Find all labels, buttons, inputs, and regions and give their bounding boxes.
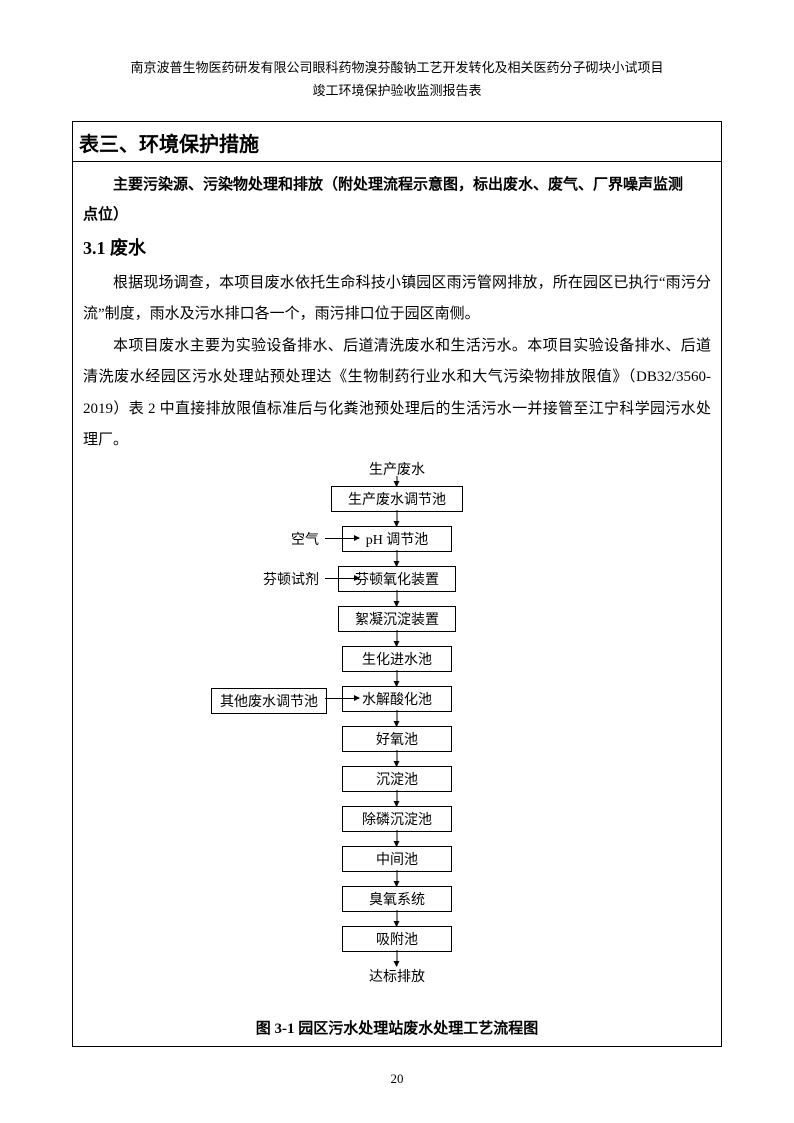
content-frame: 表三、环境保护措施 主要污染源、污染物处理和排放（附处理流程示意图，标出废水、废… — [72, 121, 722, 1047]
paragraph-2: 本项目废水主要为实验设备排水、后道清洗废水和生活污水。本项目实验设备排水、后道清… — [83, 331, 711, 457]
flow-box: 生产废水调节池 — [331, 486, 463, 512]
header-line1: 南京波普生物医药研发有限公司眼科药物溴芬酸钠工艺开发转化及相关医药分子砌块小试项… — [72, 56, 722, 79]
intro-line2: 点位） — [83, 200, 711, 230]
intro-line1: 主要污染源、污染物处理和排放（附处理流程示意图，标出废水、废气、厂界噪声监测 — [83, 170, 711, 200]
flow-arrow — [397, 910, 398, 926]
flow-arrow — [397, 830, 398, 846]
flow-arrow — [397, 710, 398, 726]
flow-box: 中间池 — [342, 846, 452, 872]
flow-box: 臭氧系统 — [342, 886, 452, 912]
flow-side-box: 其他废水调节池 — [211, 688, 327, 714]
flow-box: 好氧池 — [342, 726, 452, 752]
flow-arrow — [397, 870, 398, 886]
flow-arrow — [397, 550, 398, 566]
subsection-title: 3.1 废水 — [83, 234, 711, 260]
body-frame: 主要污染源、污染物处理和排放（附处理流程示意图，标出废水、废气、厂界噪声监测 点… — [73, 161, 721, 1046]
flow-box: 生化进水池 — [342, 646, 452, 672]
flow-arrow-h — [325, 698, 359, 699]
flow-arrow-h — [325, 578, 359, 579]
flow-end: 达标排放 — [369, 966, 425, 986]
flow-box: 除磷沉淀池 — [342, 806, 452, 832]
flow-arrow — [397, 510, 398, 526]
flow-arrow — [397, 590, 398, 606]
page-header: 南京波普生物医药研发有限公司眼科药物溴芬酸钠工艺开发转化及相关医药分子砌块小试项… — [72, 56, 722, 103]
flow-arrow — [397, 950, 398, 966]
flow-side-label: 芬顿试剂 — [263, 569, 319, 589]
flow-arrow — [397, 790, 398, 806]
flow-arrow-h — [325, 538, 359, 539]
flow-arrow — [397, 750, 398, 766]
figure-caption: 图 3-1 园区污水处理站废水处理工艺流程图 — [83, 1017, 711, 1038]
flow-box: 吸附池 — [342, 926, 452, 952]
section-title: 表三、环境保护措施 — [73, 122, 721, 161]
page-number: 20 — [0, 1071, 794, 1087]
header-line2: 竣工环境保护验收监测报告表 — [72, 79, 722, 102]
flow-box: 沉淀池 — [342, 766, 452, 792]
flow-arrow — [397, 670, 398, 686]
flowchart: 生产废水 生产废水调节池 pH 调节池 芬顿氧化装置 絮凝沉淀装置 生化进水池 … — [83, 463, 711, 1013]
flow-box: 絮凝沉淀装置 — [338, 606, 456, 632]
paragraph-1: 根据现场调查，本项目废水依托生命科技小镇园区雨污管网排放，所在园区已执行“雨污分… — [83, 268, 711, 331]
flow-arrow — [397, 476, 398, 486]
flow-arrow — [397, 630, 398, 646]
flow-side-label: 空气 — [291, 529, 319, 549]
